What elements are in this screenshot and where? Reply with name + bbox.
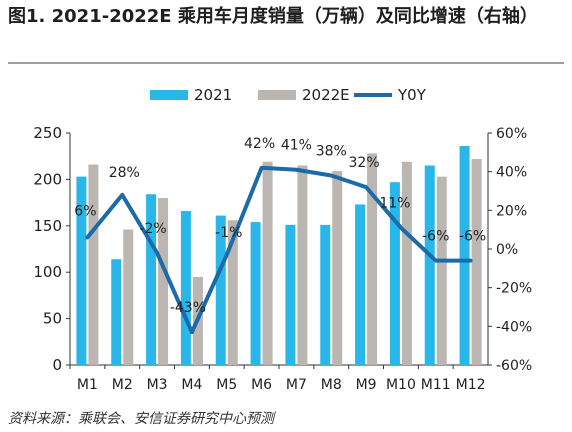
page-title: 图1. 2021-2022E 乘用车月度销量（万辆）及同比增速（右轴） [8,6,538,27]
bar-2022E [367,153,378,365]
bar-2021 [250,222,261,365]
yoy-data-label: -2% [139,221,166,237]
yoy-data-label: 38% [316,144,347,160]
x-tick-label: M9 [356,377,377,393]
data-labels: 6% 28% -2% -43% -1% 42% 41% 38%32% 11% -6% -6% [74,136,486,316]
bar-2022E [88,164,99,365]
bar-2021 [424,165,435,365]
yoy-data-label: -1% [215,225,242,241]
legend-label-2022E: 2022E [302,86,350,104]
left-tick-label: 0 [52,356,62,374]
x-tick-label: M5 [216,377,237,393]
left-tick-label: 150 [33,217,62,235]
x-tick-label: M7 [286,377,307,393]
legend: 2021 2022E Y0Y [150,86,427,104]
yoy-line-path [85,165,473,335]
bar-2021 [111,259,122,365]
bar-2021 [355,204,366,365]
bar-2022E [262,161,273,365]
right-tick-label: 0% [496,242,518,258]
yoy-data-label: 32% [349,155,380,171]
bar-2021 [215,215,226,365]
bar-2022E [332,171,343,365]
legend-swatch-2022E [258,90,296,100]
legend-swatch-2021 [150,90,188,100]
x-tick-label: M4 [181,377,202,393]
yoy-data-label: 42% [244,136,275,152]
bar-2022E [401,161,412,365]
axes: 0 50 100 150 200 250 -60% -40% -20% 0% 20% 40% 60% M1… [33,124,532,393]
left-tick-label: 250 [33,124,62,142]
right-tick-label: 20% [496,203,527,219]
legend-label-Y0Y: Y0Y [397,86,427,104]
x-tick-label: M10 [386,377,416,393]
right-tick-label: 60% [496,126,527,142]
bar-2022E [123,229,134,365]
right-tick-label: -60% [496,358,532,374]
bar-2021 [459,145,470,365]
yoy-data-label: -6% [459,229,486,245]
x-tick-label: M3 [147,377,168,393]
bar-2022E [436,176,447,365]
x-tick-label: M12 [456,377,486,393]
right-tick-label: -20% [496,281,532,297]
bar-2021 [146,194,157,365]
left-tick-label: 200 [33,170,62,188]
source-note: 资料来源：乘联会、安信证券研究中心预测 [8,411,274,427]
x-tick-label: M6 [251,377,272,393]
yoy-data-label: 11% [379,196,410,212]
yoy-data-label: 6% [74,203,96,219]
right-tick-label: -40% [496,319,532,335]
yoy-data-label: -6% [422,229,449,245]
legend-label-2021: 2021 [194,86,232,104]
bar-2021 [285,224,296,365]
yoy-data-label: 28% [109,165,140,181]
x-tick-label: M11 [421,377,451,393]
left-tick-label: 100 [33,263,62,281]
yoy-data-label: 41% [281,138,312,154]
right-tick-label: 40% [496,165,527,181]
yoy-line [85,165,473,335]
bar-2022E [227,220,238,365]
x-tick-label: M2 [112,377,133,393]
title-divider [8,62,564,64]
bar-2021 [389,182,400,365]
bar-2022E [158,197,169,365]
bar-2021 [320,224,331,365]
x-tick-label: M8 [321,377,342,393]
bar-2022E [471,158,482,365]
left-tick-label: 50 [43,310,62,328]
bars [76,145,482,365]
yoy-data-label: -43% [170,300,206,316]
bar-2022E [297,165,308,365]
bar-2021 [180,210,191,365]
bar-2021 [76,176,87,365]
x-tick-label: M1 [77,377,98,393]
